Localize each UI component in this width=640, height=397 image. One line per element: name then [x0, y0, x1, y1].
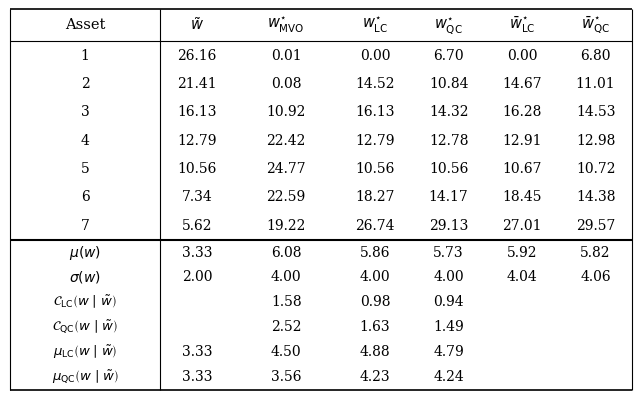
Text: 0.01: 0.01: [271, 48, 301, 63]
Text: 3.33: 3.33: [182, 370, 212, 384]
Text: 4.23: 4.23: [360, 370, 390, 384]
Text: 4.06: 4.06: [580, 270, 611, 285]
Text: 6: 6: [81, 191, 90, 204]
Text: 29.57: 29.57: [576, 219, 615, 233]
Text: 1: 1: [81, 48, 90, 63]
Text: 3.33: 3.33: [182, 345, 212, 359]
Text: 7.34: 7.34: [182, 191, 212, 204]
Text: $\mu\left(w\right)$: $\mu\left(w\right)$: [69, 243, 101, 262]
Text: 10.84: 10.84: [429, 77, 468, 91]
Text: 14.53: 14.53: [576, 105, 615, 119]
Text: 4: 4: [81, 134, 90, 148]
Text: 5.92: 5.92: [507, 245, 538, 260]
Text: $\mu_{\mathrm{QC}}\left(w\mid\tilde{w}\right)$: $\mu_{\mathrm{QC}}\left(w\mid\tilde{w}\r…: [52, 369, 118, 386]
Text: 0.08: 0.08: [271, 77, 301, 91]
Text: $\bar{w}^{\star}_{\mathrm{QC}}$: $\bar{w}^{\star}_{\mathrm{QC}}$: [581, 14, 610, 36]
Text: 24.77: 24.77: [266, 162, 306, 176]
Text: 4.88: 4.88: [360, 345, 390, 359]
Text: 10.56: 10.56: [177, 162, 217, 176]
Text: 12.78: 12.78: [429, 134, 468, 148]
Text: $\tilde{w}$: $\tilde{w}$: [190, 17, 204, 33]
Text: 5.82: 5.82: [580, 245, 611, 260]
Text: 1.58: 1.58: [271, 295, 301, 309]
Text: $\mathcal{C}_{\mathrm{LC}}\left(w\mid\tilde{w}\right)$: $\mathcal{C}_{\mathrm{LC}}\left(w\mid\ti…: [53, 294, 116, 311]
Text: 16.13: 16.13: [177, 105, 217, 119]
Text: 4.00: 4.00: [433, 270, 464, 285]
Text: 27.01: 27.01: [502, 219, 542, 233]
Text: 16.28: 16.28: [502, 105, 542, 119]
Text: 22.59: 22.59: [266, 191, 306, 204]
Text: $\sigma\left(w\right)$: $\sigma\left(w\right)$: [69, 270, 101, 285]
Text: 4.24: 4.24: [433, 370, 464, 384]
Text: 18.27: 18.27: [355, 191, 395, 204]
Text: 14.32: 14.32: [429, 105, 468, 119]
Text: 0.00: 0.00: [360, 48, 390, 63]
Text: 4.04: 4.04: [507, 270, 538, 285]
Text: 12.79: 12.79: [355, 134, 395, 148]
Text: 26.16: 26.16: [177, 48, 217, 63]
Text: 10.56: 10.56: [429, 162, 468, 176]
Text: 0.98: 0.98: [360, 295, 390, 309]
Text: 4.00: 4.00: [360, 270, 390, 285]
Text: 14.52: 14.52: [355, 77, 395, 91]
Text: 4.00: 4.00: [271, 270, 301, 285]
Text: 6.80: 6.80: [580, 48, 611, 63]
Text: 11.01: 11.01: [576, 77, 616, 91]
Text: 0.94: 0.94: [433, 295, 464, 309]
Text: 1.63: 1.63: [360, 320, 390, 334]
Text: 18.45: 18.45: [502, 191, 542, 204]
Text: 2.52: 2.52: [271, 320, 301, 334]
Text: 5.62: 5.62: [182, 219, 212, 233]
Text: 6.70: 6.70: [433, 48, 464, 63]
Text: 3.56: 3.56: [271, 370, 301, 384]
Text: $\mathcal{C}_{\mathrm{QC}}\left(w\mid\tilde{w}\right)$: $\mathcal{C}_{\mathrm{QC}}\left(w\mid\ti…: [52, 319, 118, 336]
Text: 12.98: 12.98: [576, 134, 615, 148]
Text: $\mu_{\mathrm{LC}}\left(w\mid\tilde{w}\right)$: $\mu_{\mathrm{LC}}\left(w\mid\tilde{w}\r…: [52, 344, 117, 361]
Text: 1.49: 1.49: [433, 320, 464, 334]
Text: 4.50: 4.50: [271, 345, 301, 359]
Text: 5: 5: [81, 162, 90, 176]
Text: 10.92: 10.92: [266, 105, 306, 119]
Text: $w^{\star}_{\mathrm{MVO}}$: $w^{\star}_{\mathrm{MVO}}$: [268, 15, 305, 35]
Text: 2: 2: [81, 77, 90, 91]
Text: 6.08: 6.08: [271, 245, 301, 260]
Text: 3.33: 3.33: [182, 245, 212, 260]
Text: 4.79: 4.79: [433, 345, 464, 359]
Text: 5.73: 5.73: [433, 245, 464, 260]
Text: 19.22: 19.22: [266, 219, 306, 233]
Text: 29.13: 29.13: [429, 219, 468, 233]
Text: 26.74: 26.74: [355, 219, 395, 233]
Text: 22.42: 22.42: [266, 134, 306, 148]
Text: 7: 7: [81, 219, 90, 233]
Text: $\bar{w}^{\star}_{\mathrm{LC}}$: $\bar{w}^{\star}_{\mathrm{LC}}$: [509, 15, 535, 35]
Text: 3: 3: [81, 105, 90, 119]
Text: 21.41: 21.41: [177, 77, 217, 91]
Text: 10.72: 10.72: [576, 162, 615, 176]
Text: 0.00: 0.00: [507, 48, 538, 63]
Text: 14.17: 14.17: [429, 191, 468, 204]
Text: 5.86: 5.86: [360, 245, 390, 260]
Text: 10.56: 10.56: [355, 162, 395, 176]
Text: 14.38: 14.38: [576, 191, 615, 204]
Text: $w^{\star}_{\mathrm{LC}}$: $w^{\star}_{\mathrm{LC}}$: [362, 15, 388, 35]
Text: 2.00: 2.00: [182, 270, 212, 285]
Text: 16.13: 16.13: [355, 105, 395, 119]
Text: 12.91: 12.91: [502, 134, 542, 148]
Text: 14.67: 14.67: [502, 77, 542, 91]
Text: Asset: Asset: [65, 18, 105, 32]
Text: 10.67: 10.67: [502, 162, 542, 176]
Text: $w^{\star}_{\mathrm{QC}}$: $w^{\star}_{\mathrm{QC}}$: [435, 15, 463, 36]
Text: 12.79: 12.79: [177, 134, 217, 148]
